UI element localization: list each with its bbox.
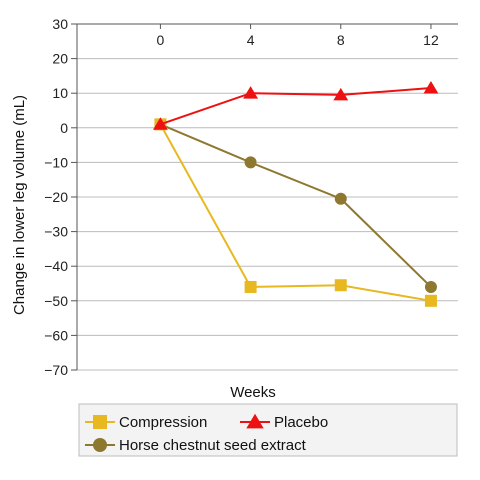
legend: Compression Placebo Horse chestnut seed ex… — [78, 403, 458, 457]
y-tick-label: 0 — [60, 120, 68, 136]
y-tick-label: 30 — [52, 16, 68, 32]
data-point — [93, 438, 107, 452]
series-compression — [154, 118, 437, 307]
x-tick-label: 4 — [247, 32, 255, 48]
y-tick-label: −50 — [44, 293, 68, 309]
data-point — [424, 294, 437, 307]
series-line — [159, 123, 432, 302]
y-tick-label: 20 — [52, 51, 68, 67]
y-tick-label: −60 — [44, 327, 68, 343]
legend-box — [78, 403, 458, 457]
x-tick-label: 8 — [337, 32, 345, 48]
y-tick-label: −40 — [44, 258, 68, 274]
y-axis-title: Change in lower leg volume (mL) — [11, 95, 28, 315]
data-point — [334, 279, 347, 292]
legend-label: Placebo — [274, 414, 328, 431]
series-line — [160, 87, 432, 126]
y-tick-label: −10 — [44, 154, 68, 170]
data-point — [246, 413, 264, 429]
data-point — [333, 87, 349, 101]
data-point — [334, 192, 347, 205]
data-point — [152, 117, 168, 130]
legend-item: Placebo — [240, 413, 328, 431]
legend-label: Horse chestnut seed extract — [119, 437, 307, 454]
x-tick-label: 12 — [423, 32, 439, 48]
series-horse-chestnut-seed-extract — [154, 118, 437, 293]
data-point — [243, 86, 259, 99]
legend-items: Compression Placebo Horse chestnut seed ex… — [85, 413, 328, 454]
y-tick-label: −70 — [44, 362, 68, 378]
y-tick-label: −20 — [44, 189, 68, 205]
x-tick-label: 0 — [157, 32, 165, 48]
y-tick-label: 10 — [52, 85, 68, 101]
axes-layer: 30 20 10 0 −10 −20 −30 −40 −50 −60 −70 0 4 8 12 — [44, 16, 458, 378]
y-tick-label: −30 — [44, 224, 68, 240]
data-point — [244, 280, 257, 293]
data-point — [93, 415, 107, 429]
data-point — [423, 80, 439, 94]
legend-label: Compression — [119, 414, 207, 431]
data-point — [424, 280, 437, 293]
legend-item: Compression — [85, 414, 207, 431]
series-line — [160, 123, 432, 288]
x-axis-title: Weeks — [230, 384, 276, 401]
legend-item: Horse chestnut seed extract — [85, 437, 307, 454]
series-placebo — [152, 80, 439, 130]
data-point — [244, 156, 257, 169]
series-layer — [152, 80, 439, 307]
grid-layer — [77, 23, 458, 371]
